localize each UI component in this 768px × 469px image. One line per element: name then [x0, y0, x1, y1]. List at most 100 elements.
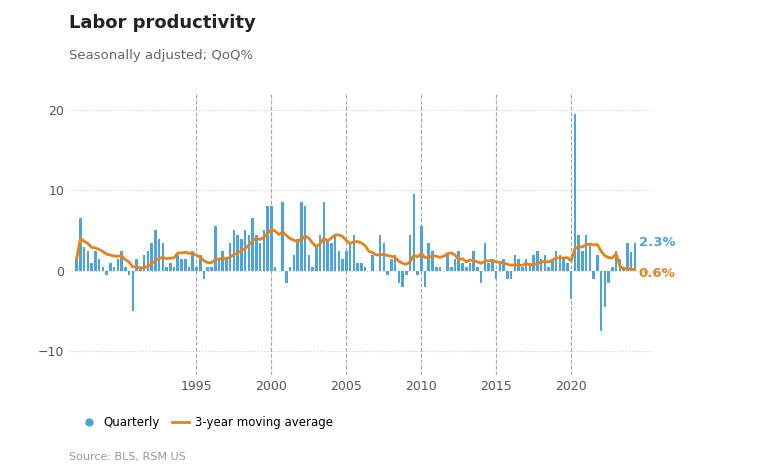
Bar [518, 258, 520, 271]
Bar [330, 242, 333, 271]
Bar [349, 242, 352, 271]
Bar [432, 250, 434, 271]
Bar [289, 267, 291, 271]
Bar [544, 255, 546, 271]
Bar [266, 206, 269, 271]
Bar [446, 255, 449, 271]
Bar [87, 250, 89, 271]
Bar [105, 271, 108, 275]
Bar [143, 255, 145, 271]
Bar [207, 267, 209, 271]
Bar [578, 234, 580, 271]
Bar [514, 255, 516, 271]
Bar [428, 242, 430, 271]
Bar [147, 250, 149, 271]
Bar [611, 267, 614, 271]
Bar [532, 255, 535, 271]
Bar [244, 230, 247, 271]
Bar [199, 255, 201, 271]
Bar [600, 271, 602, 331]
Bar [255, 234, 258, 271]
Bar [240, 239, 243, 271]
Bar [450, 267, 452, 271]
Bar [607, 271, 610, 283]
Bar [109, 263, 111, 271]
Bar [554, 250, 558, 271]
Bar [173, 267, 175, 271]
Bar [405, 271, 408, 275]
Bar [409, 234, 412, 271]
Bar [360, 263, 362, 271]
Bar [195, 267, 198, 271]
Bar [319, 234, 321, 271]
Bar [502, 258, 505, 271]
Bar [184, 258, 187, 271]
Bar [420, 227, 422, 271]
Bar [98, 258, 101, 271]
Bar [454, 258, 456, 271]
Text: Labor productivity: Labor productivity [69, 14, 256, 32]
Bar [462, 263, 464, 271]
Bar [356, 263, 359, 271]
Bar [592, 271, 595, 279]
Bar [416, 271, 419, 275]
Bar [492, 258, 494, 271]
Bar [506, 271, 508, 279]
Bar [94, 250, 97, 271]
Bar [562, 258, 565, 271]
Bar [412, 194, 415, 271]
Bar [91, 263, 93, 271]
Bar [551, 258, 554, 271]
Bar [528, 263, 531, 271]
Bar [121, 250, 123, 271]
Bar [75, 258, 78, 271]
Bar [214, 227, 217, 271]
Bar [308, 255, 310, 271]
Text: Source: BLS, RSM US: Source: BLS, RSM US [69, 452, 186, 462]
Bar [323, 202, 325, 271]
Bar [390, 258, 392, 271]
Bar [510, 271, 512, 279]
Bar [274, 267, 276, 271]
Bar [581, 250, 584, 271]
Bar [379, 234, 382, 271]
Bar [191, 250, 194, 271]
Bar [270, 206, 273, 271]
Bar [135, 258, 137, 271]
Bar [588, 242, 591, 271]
Bar [585, 234, 588, 271]
Bar [618, 258, 621, 271]
Bar [458, 250, 460, 271]
Bar [548, 267, 550, 271]
Bar [570, 271, 572, 299]
Bar [180, 258, 183, 271]
Bar [281, 202, 284, 271]
Bar [79, 219, 81, 271]
Bar [169, 263, 171, 271]
Bar [217, 258, 220, 271]
Bar [401, 271, 404, 287]
Bar [476, 267, 478, 271]
Bar [558, 255, 561, 271]
Bar [315, 247, 318, 271]
Bar [382, 242, 385, 271]
Bar [113, 267, 115, 271]
Bar [353, 234, 355, 271]
Bar [177, 255, 179, 271]
Bar [468, 263, 472, 271]
Text: Seasonally adjusted; QoQ%: Seasonally adjusted; QoQ% [69, 49, 253, 62]
Bar [338, 250, 340, 271]
Bar [398, 271, 400, 283]
Bar [596, 255, 598, 271]
Bar [439, 267, 442, 271]
Bar [536, 250, 538, 271]
Bar [124, 267, 127, 271]
Bar [495, 271, 498, 279]
Bar [480, 271, 482, 283]
Bar [604, 271, 606, 307]
Bar [525, 258, 528, 271]
Bar [293, 255, 295, 271]
Bar [386, 271, 389, 275]
Bar [229, 242, 231, 271]
Bar [615, 250, 617, 271]
